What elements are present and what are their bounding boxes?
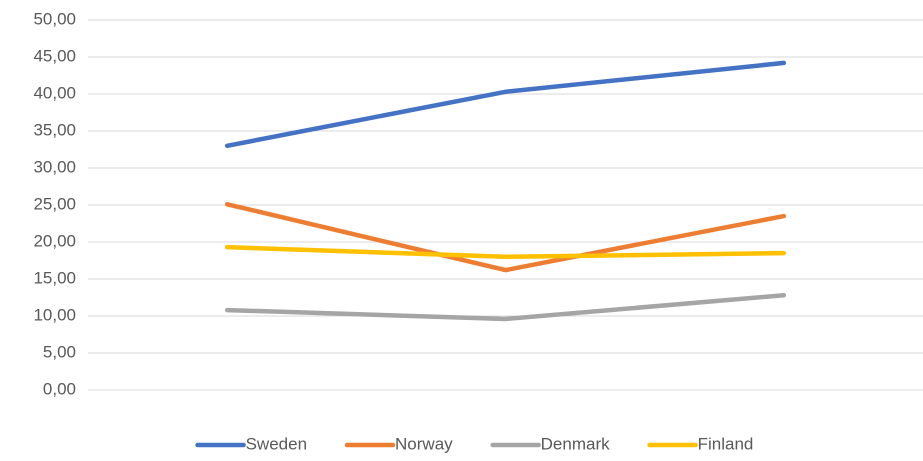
legend-label: Finland [698, 434, 754, 453]
y-tick-label: 40,00 [33, 83, 76, 102]
legend-label: Norway [395, 434, 453, 453]
y-tick-label: 20,00 [33, 231, 76, 250]
y-tick-label: 50,00 [33, 9, 76, 28]
legend-label: Denmark [541, 434, 610, 453]
series-line [224, 60, 787, 149]
y-tick-label: 30,00 [33, 157, 76, 176]
y-tick-label: 15,00 [33, 268, 76, 287]
y-tick-label: 0,00 [43, 379, 76, 398]
y-tick-label: 45,00 [33, 46, 76, 65]
y-tick-label: 10,00 [33, 305, 76, 324]
y-tick-label: 5,00 [43, 342, 76, 361]
series-line [224, 244, 787, 260]
legend-label: Sweden [246, 434, 307, 453]
y-tick-label: 35,00 [33, 120, 76, 139]
series-line [224, 293, 787, 322]
series-line [224, 202, 787, 273]
y-tick-label: 25,00 [33, 194, 76, 213]
